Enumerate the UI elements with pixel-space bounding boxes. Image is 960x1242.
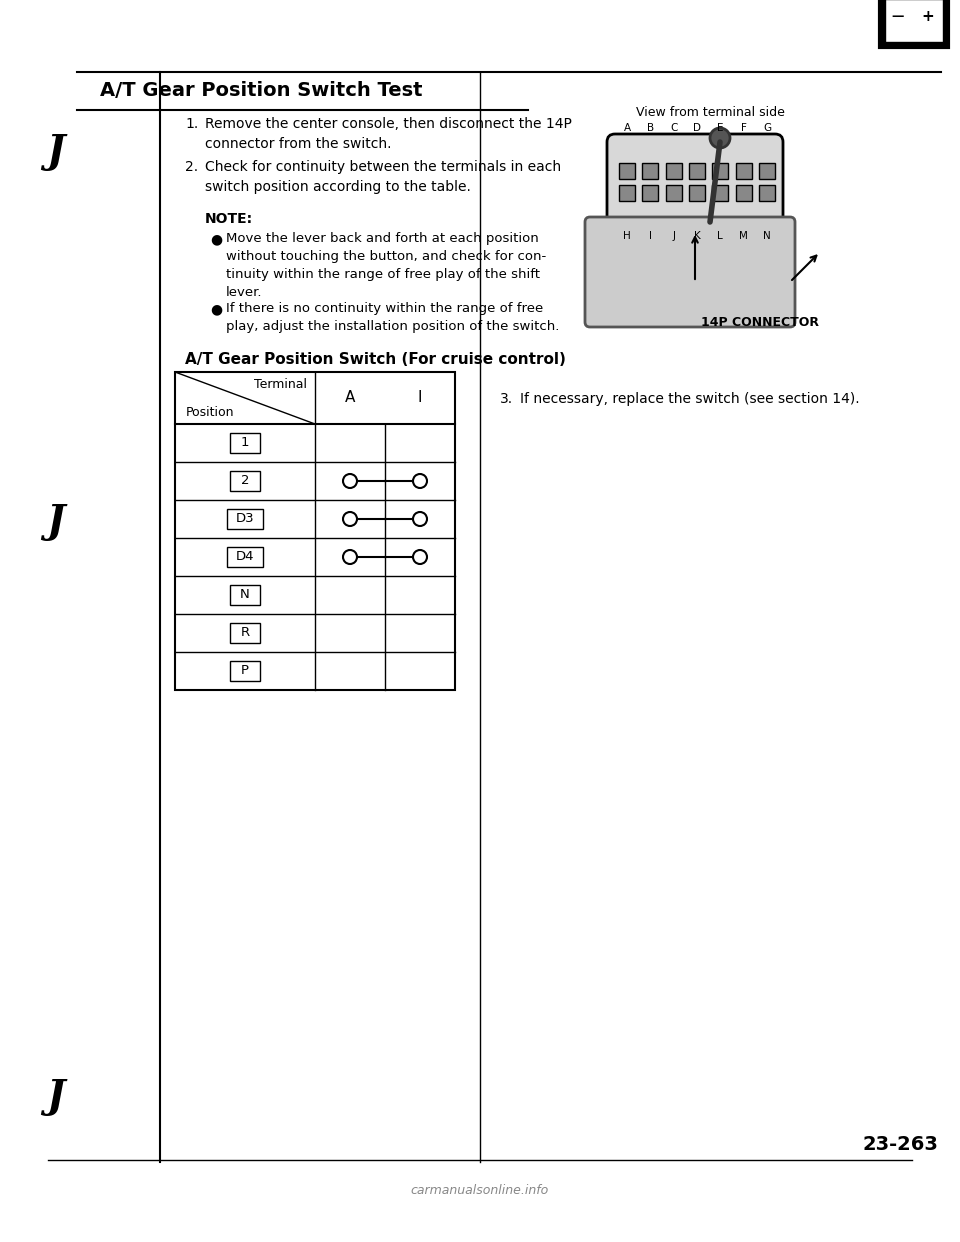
Text: I: I <box>418 390 422 405</box>
FancyBboxPatch shape <box>885 0 943 42</box>
Text: J: J <box>46 1078 64 1117</box>
Text: If necessary, replace the switch (see section 14).: If necessary, replace the switch (see se… <box>520 392 859 406</box>
Text: A/T Gear Position Switch Test: A/T Gear Position Switch Test <box>100 82 422 101</box>
FancyBboxPatch shape <box>230 623 260 643</box>
Text: 2.: 2. <box>185 160 198 174</box>
FancyBboxPatch shape <box>689 163 705 179</box>
FancyBboxPatch shape <box>230 585 260 605</box>
FancyBboxPatch shape <box>665 185 682 201</box>
Text: 23-263: 23-263 <box>862 1134 938 1154</box>
Text: K: K <box>694 231 701 241</box>
Circle shape <box>343 550 357 564</box>
FancyBboxPatch shape <box>642 185 659 201</box>
Text: E: E <box>717 123 724 133</box>
FancyBboxPatch shape <box>665 163 682 179</box>
FancyBboxPatch shape <box>689 185 705 201</box>
Text: Check for continuity between the terminals in each
switch position according to : Check for continuity between the termina… <box>205 160 562 194</box>
Text: D: D <box>693 123 701 133</box>
Text: If there is no continuity within the range of free
play, adjust the installation: If there is no continuity within the ran… <box>226 302 560 333</box>
Text: A/T Gear Position Switch (For cruise control): A/T Gear Position Switch (For cruise con… <box>185 351 565 366</box>
Text: NOTE:: NOTE: <box>205 212 253 226</box>
Text: M: M <box>739 231 748 241</box>
Text: I: I <box>649 231 652 241</box>
Text: +: + <box>922 9 934 24</box>
Text: R: R <box>240 626 250 640</box>
Text: J: J <box>46 503 64 542</box>
Text: 3.: 3. <box>500 392 514 406</box>
Text: A: A <box>345 390 355 405</box>
FancyBboxPatch shape <box>230 433 260 453</box>
FancyBboxPatch shape <box>880 0 948 47</box>
Text: D3: D3 <box>236 513 254 525</box>
FancyBboxPatch shape <box>230 471 260 491</box>
FancyBboxPatch shape <box>619 163 635 179</box>
FancyBboxPatch shape <box>712 185 729 201</box>
FancyBboxPatch shape <box>227 546 263 568</box>
Circle shape <box>413 474 427 488</box>
FancyBboxPatch shape <box>227 509 263 529</box>
Text: 1.: 1. <box>185 117 199 130</box>
Text: L: L <box>717 231 723 241</box>
Text: N: N <box>240 589 250 601</box>
Circle shape <box>343 474 357 488</box>
Text: Position: Position <box>185 405 234 419</box>
Text: ●: ● <box>210 302 222 315</box>
Text: D4: D4 <box>236 550 254 564</box>
FancyBboxPatch shape <box>735 185 752 201</box>
Text: ●: ● <box>210 232 222 246</box>
FancyBboxPatch shape <box>585 217 795 327</box>
Text: B: B <box>647 123 654 133</box>
FancyBboxPatch shape <box>735 163 752 179</box>
Text: 2: 2 <box>241 474 250 488</box>
Text: J: J <box>672 231 675 241</box>
Text: A: A <box>623 123 631 133</box>
Text: —: — <box>892 10 904 24</box>
Circle shape <box>710 128 730 148</box>
Text: H: H <box>623 231 631 241</box>
Text: P: P <box>241 664 249 677</box>
FancyBboxPatch shape <box>759 163 775 179</box>
FancyBboxPatch shape <box>230 661 260 681</box>
Circle shape <box>413 512 427 527</box>
Text: N: N <box>763 231 771 241</box>
Text: carmanualsonline.info: carmanualsonline.info <box>411 1184 549 1196</box>
Text: 1: 1 <box>241 436 250 450</box>
Text: G: G <box>763 123 771 133</box>
FancyBboxPatch shape <box>607 134 783 230</box>
Text: 14P CONNECTOR: 14P CONNECTOR <box>701 315 819 328</box>
FancyBboxPatch shape <box>712 163 729 179</box>
Text: F: F <box>741 123 747 133</box>
Text: Move the lever back and forth at each position
without touching the button, and : Move the lever back and forth at each po… <box>226 232 546 299</box>
Text: Terminal: Terminal <box>253 378 306 390</box>
Circle shape <box>343 512 357 527</box>
Text: C: C <box>670 123 678 133</box>
FancyBboxPatch shape <box>619 185 635 201</box>
FancyBboxPatch shape <box>759 185 775 201</box>
Text: View from terminal side: View from terminal side <box>636 106 784 118</box>
Bar <box>175 373 455 691</box>
Text: Remove the center console, then disconnect the 14P
connector from the switch.: Remove the center console, then disconne… <box>205 117 572 150</box>
Text: J: J <box>46 133 64 171</box>
Circle shape <box>413 550 427 564</box>
FancyBboxPatch shape <box>642 163 659 179</box>
